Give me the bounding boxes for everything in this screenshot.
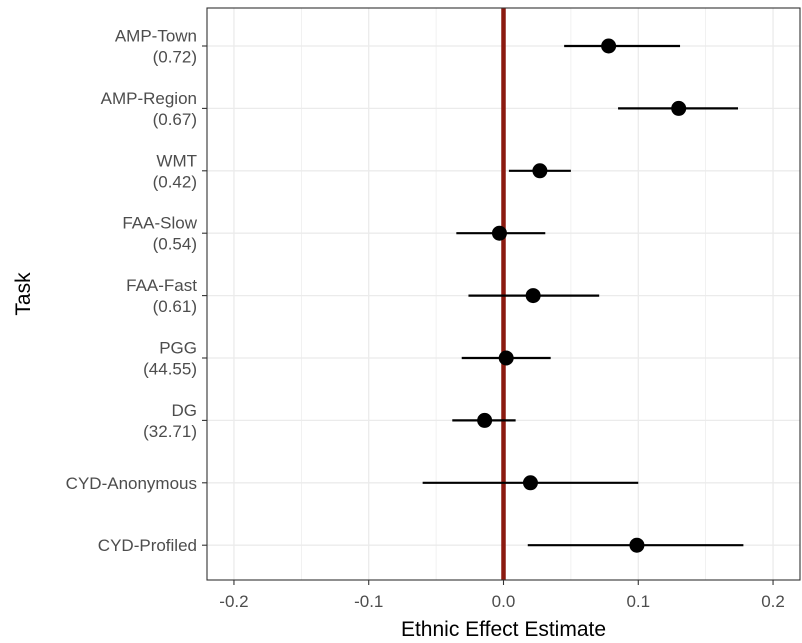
y-axis: AMP-Town (0.72) AMP-Region (0.67) WMT (0.42) F…: [66, 27, 207, 555]
y-tick-label: FAA-Fast: [126, 276, 197, 295]
y-tick-label: (0.54): [153, 235, 197, 254]
estimate-point: [522, 475, 538, 491]
x-axis: -0.2 -0.1 0.0 0.1 0.2: [219, 580, 785, 611]
y-tick-label: PGG: [159, 339, 197, 358]
estimate-point: [601, 38, 617, 54]
data-marks: [422, 38, 744, 553]
x-tick-label: -0.2: [219, 592, 248, 611]
y-axis-title: Task: [12, 272, 35, 316]
estimate-point: [491, 225, 507, 241]
y-tick-label: CYD-Profiled: [98, 536, 197, 555]
y-tick-label: AMP-Town: [115, 27, 197, 46]
x-tick-label: 0.0: [492, 592, 516, 611]
y-tick-label: (0.67): [153, 110, 197, 129]
x-tick-label: 0.2: [761, 592, 785, 611]
x-axis-title: Ethnic Effect Estimate: [401, 618, 606, 641]
estimate-point: [477, 412, 493, 428]
y-tick-label: WMT: [156, 151, 197, 170]
y-tick-label: AMP-Region: [101, 89, 197, 108]
estimate-point: [532, 163, 548, 179]
y-tick-label: CYD-Anonymous: [66, 474, 197, 493]
x-tick-label: 0.1: [626, 592, 650, 611]
y-tick-label: (32.71): [143, 422, 197, 441]
estimate-point: [525, 288, 541, 304]
y-tick-label: (0.72): [153, 48, 197, 67]
estimate-point: [498, 350, 514, 366]
y-tick-label: (0.61): [153, 297, 197, 316]
estimate-point: [671, 100, 687, 116]
x-tick-label: -0.1: [354, 592, 383, 611]
y-tick-label: DG: [172, 401, 198, 420]
y-tick-label: (0.42): [153, 172, 197, 191]
y-tick-label: FAA-Slow: [122, 214, 197, 233]
y-tick-label: (44.55): [143, 360, 197, 379]
estimate-point: [629, 537, 645, 553]
